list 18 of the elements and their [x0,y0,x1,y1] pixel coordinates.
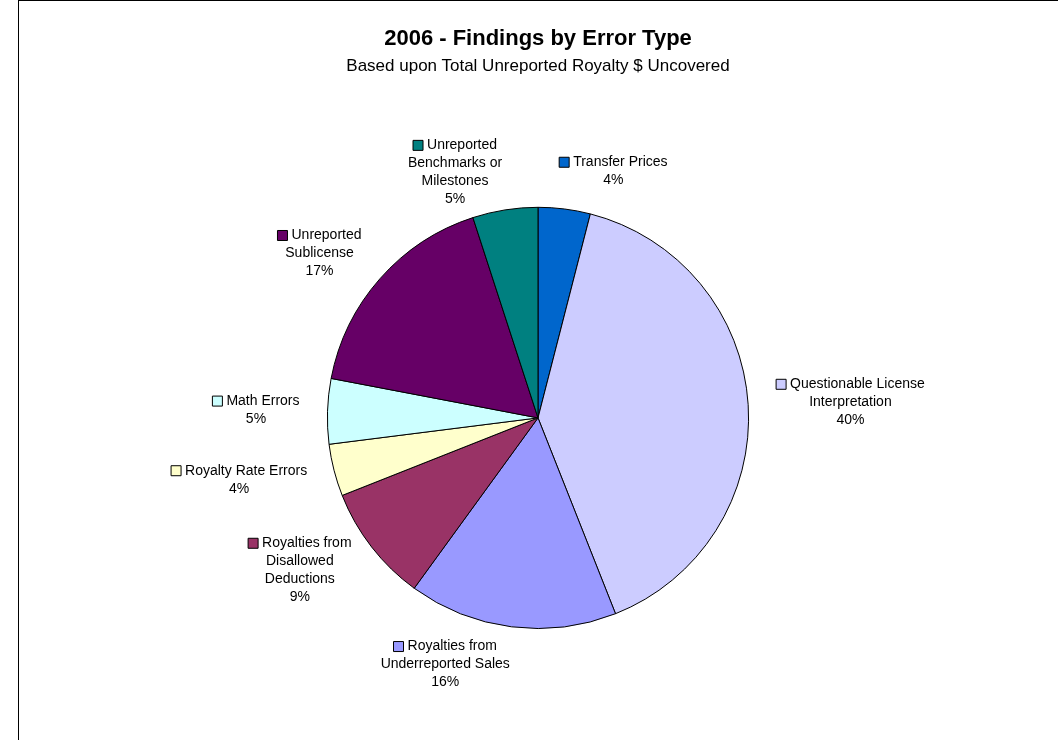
legend-label: Royalty Rate Errors [185,461,308,478]
data-label: 9% [289,588,310,605]
legend-label: Transfer Prices [573,153,668,170]
data-label: 17% [305,262,334,279]
data-label: 16% [431,673,460,690]
data-label: 5% [444,190,466,207]
legend-label: Unreported Sublicense [285,226,362,261]
legend-label: Math Errors [226,391,300,408]
legend-label: Questionable License Interpretation [790,375,925,410]
data-label: 5% [245,409,267,426]
data-label: 40% [836,411,865,428]
chart-subtitle: Based upon Total Unreported Royalty $ Uncovered [346,56,730,76]
chart-title: 2006 - Findings by Error Type [384,25,692,51]
legend-label: Unreported Benchmarks or Milestones [407,136,503,189]
data-label: 4% [229,479,250,496]
legend-label: Royalties from Underreported Sales [380,637,510,672]
data-label: 4% [603,171,624,188]
legend-label: Royalties from Disallowed Deductions [262,534,352,587]
